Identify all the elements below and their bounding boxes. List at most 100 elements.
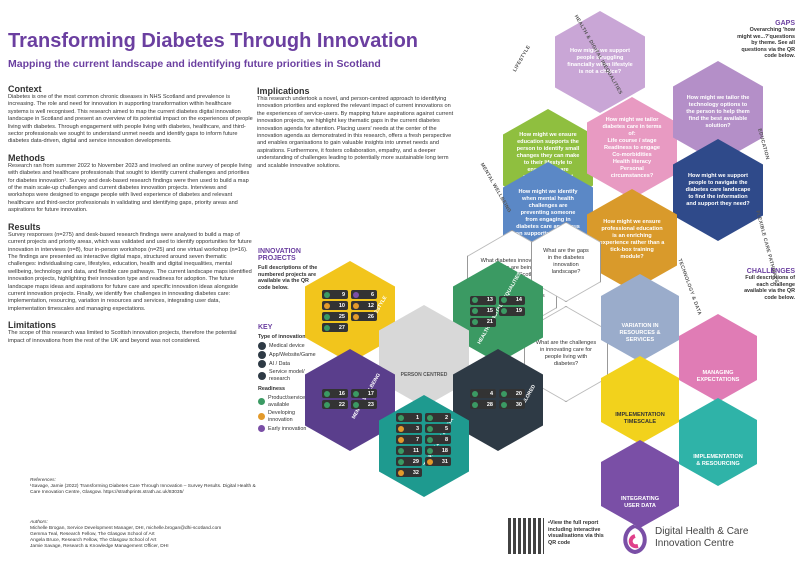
readiness-dot: [398, 425, 404, 432]
project-badge: 29: [396, 457, 422, 466]
reference: ¹Savage, Jamie (2022) Transforming Diabe…: [30, 484, 256, 495]
question-hex: How might we support people struggling f…: [555, 11, 645, 113]
project-number: 30: [515, 401, 522, 408]
project-badge: 14: [499, 295, 525, 305]
challenges-heading: CHALLENGES: [746, 268, 795, 275]
qr-code: [508, 518, 544, 554]
key-swatch: [258, 425, 265, 433]
project-number: 26: [367, 313, 374, 320]
readiness-dot: [324, 302, 330, 309]
project-badge: 9: [322, 290, 348, 299]
readiness-dot: [472, 297, 478, 303]
paragraph: Diabetes is one of the most common chron…: [8, 94, 253, 145]
readiness-dot: [324, 401, 330, 408]
readiness-dot: [353, 401, 359, 408]
project-badge: 19: [499, 306, 525, 316]
key-icon: [258, 371, 266, 380]
readiness-dot: [324, 291, 330, 298]
key-heading: KEY: [258, 324, 273, 331]
project-badge: 15: [470, 306, 496, 316]
project-badge: 31: [425, 457, 451, 466]
readiness-dot: [427, 414, 433, 421]
question-text: How might we tailor the technology optio…: [686, 94, 750, 129]
project-badge: 25: [322, 312, 348, 321]
project-badge: 8: [425, 435, 451, 444]
projects-text: Full descriptions of the numbered projec…: [258, 265, 318, 291]
project-number: 17: [367, 390, 374, 397]
theme-label: LIFESTYLE: [512, 44, 533, 73]
challenge-label: INTEGRATING USER DATA: [620, 496, 660, 509]
key-type-label: AI / Data: [269, 360, 290, 367]
project-badge: 13: [470, 295, 496, 305]
key-icon: [258, 342, 266, 351]
challenges: CHALLENGES Full descriptions of each cha…: [735, 268, 795, 301]
authors: Authors: Michelle Brogan, Service Develo…: [30, 520, 270, 550]
key-readiness-label: Developing innovation: [268, 410, 295, 423]
project-number: 6: [370, 291, 374, 298]
project-badge: 26: [351, 312, 377, 321]
gaps: GAPS Overarching 'how might we...?'quest…: [735, 20, 795, 60]
project-badge: 5: [425, 424, 451, 433]
cluster-label: PERSON CENTRED: [400, 372, 448, 378]
references-label: References:: [30, 478, 56, 483]
author: Angela Bruce, Research Fellow, The Glasg…: [30, 538, 157, 543]
project-number: 3: [415, 425, 419, 432]
left-column: Context Diabetes is one of the most comm…: [8, 84, 253, 345]
question: How might we support people struggling f…: [567, 48, 633, 76]
question: How might we support people to navigate …: [685, 173, 751, 208]
question-text: How might we tailor diabetes care in ter…: [602, 116, 662, 137]
question-text: How might we support people to navigate …: [685, 172, 751, 207]
project-number: 1: [415, 414, 419, 421]
logo-mark: [623, 524, 647, 555]
authors-label: Authors:: [30, 520, 48, 525]
question-hex: How might we tailor the technology optio…: [673, 61, 763, 163]
project-badge: 10: [322, 301, 348, 310]
question-hex: How might we ensure professional educati…: [587, 189, 677, 291]
key-swatch: [258, 398, 265, 406]
question: How might we tailor the technology optio…: [685, 95, 751, 130]
paragraph: Research ran from summer 2022 to Novembe…: [8, 162, 252, 214]
readiness-dot: [501, 390, 507, 397]
innovation-projects: INNOVATION PROJECTS Full descriptions of…: [258, 248, 318, 291]
readiness-dot: [472, 308, 478, 314]
project-number: 2: [444, 414, 448, 421]
project-number: 5: [444, 425, 448, 432]
readiness-dot: [398, 447, 404, 454]
heading: Results: [8, 221, 41, 232]
key-type: Medical device: [258, 342, 320, 351]
project-number: 32: [412, 469, 419, 476]
readiness-dot: [427, 436, 433, 443]
challenge-label: IMPLEMENTATION & RESOURCING: [693, 454, 743, 467]
question-hex: How might we support people to navigate …: [673, 139, 763, 241]
challenge-label: IMPLEMENTATION TIMESCALE: [615, 412, 665, 425]
challenge-label: VARIATION IN RESOURCES & SERVICES: [619, 323, 661, 343]
key-readiness-heading: Readiness: [258, 386, 285, 393]
key-readiness: Developing innovation: [258, 410, 320, 423]
readiness-dot: [398, 436, 404, 443]
project-badge: 18: [425, 446, 451, 455]
references: References: ¹Savage, Jamie (2022) Transf…: [30, 478, 260, 496]
readiness-dot: [324, 324, 330, 331]
project-number: 10: [338, 302, 345, 309]
challenge-label: MANAGING EXPECTATIONS: [696, 370, 740, 383]
challenge-hex: MANAGING EXPECTATIONS: [679, 314, 757, 402]
project-badge: 32: [396, 468, 422, 477]
readiness-dot: [472, 401, 478, 408]
gaps-heading: GAPS: [775, 20, 795, 27]
project-badge: 1: [396, 413, 422, 422]
key-readiness-label: Product/service available: [268, 394, 306, 408]
readiness-dot: [398, 458, 404, 465]
readiness-dot: [472, 319, 478, 325]
readiness-dot: [501, 297, 507, 303]
paragraph: This research undertook a novel, and per…: [257, 96, 454, 169]
logo-text: Digital Health & Care Innovation Centre: [655, 526, 749, 549]
project-number: 9: [341, 291, 345, 298]
heading: Limitations: [8, 320, 57, 331]
qr-text: •View the full report including interact…: [548, 520, 604, 546]
project-number: 19: [515, 308, 522, 314]
project-number: 18: [441, 447, 448, 454]
key-type: Service model/ research: [258, 369, 320, 382]
gaps-text: Overarching 'how might we...?'questions …: [737, 27, 795, 60]
key-readiness: Product/service available: [258, 395, 320, 408]
readiness-dot: [353, 313, 359, 320]
